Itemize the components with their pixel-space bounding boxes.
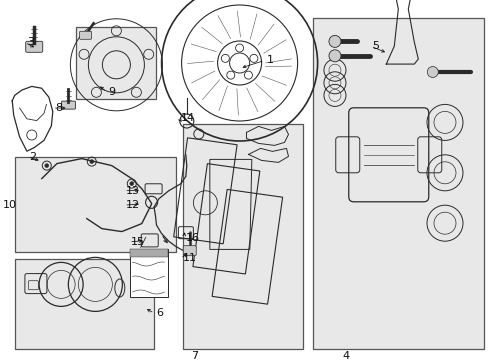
Text: 14: 14	[181, 113, 195, 123]
Circle shape	[427, 67, 437, 77]
Text: 13: 13	[126, 186, 140, 196]
Circle shape	[328, 50, 340, 62]
FancyBboxPatch shape	[80, 31, 91, 39]
Text: 7: 7	[190, 351, 198, 360]
Bar	[76, 27, 156, 99]
Text: 4: 4	[342, 351, 349, 360]
Text: 8: 8	[55, 103, 62, 113]
Circle shape	[328, 35, 340, 48]
Circle shape	[221, 54, 229, 62]
Text: 11: 11	[182, 253, 196, 264]
Text: 1: 1	[266, 55, 273, 66]
Text: 6: 6	[156, 308, 163, 318]
Circle shape	[90, 159, 94, 163]
Bar	[15, 157, 176, 252]
FancyBboxPatch shape	[183, 246, 196, 256]
Text: 3: 3	[27, 37, 34, 48]
Bar	[312, 18, 483, 349]
Bar	[183, 124, 303, 349]
FancyArrowPatch shape	[163, 236, 167, 243]
Circle shape	[235, 44, 243, 52]
Circle shape	[129, 181, 134, 186]
FancyBboxPatch shape	[26, 41, 42, 52]
Text: 9: 9	[108, 87, 116, 97]
Text: 10: 10	[2, 200, 17, 210]
Circle shape	[244, 71, 252, 79]
FancyBboxPatch shape	[61, 101, 75, 109]
Bar	[129, 249, 167, 297]
Circle shape	[45, 163, 49, 168]
Text: 2: 2	[29, 152, 37, 162]
Text: 12: 12	[126, 200, 140, 210]
Text: 16: 16	[185, 233, 200, 243]
Text: 5: 5	[372, 41, 379, 51]
Circle shape	[249, 54, 257, 62]
Bar	[129, 249, 167, 257]
Circle shape	[226, 71, 234, 79]
Text: 15: 15	[131, 237, 145, 247]
Bar	[15, 259, 154, 349]
